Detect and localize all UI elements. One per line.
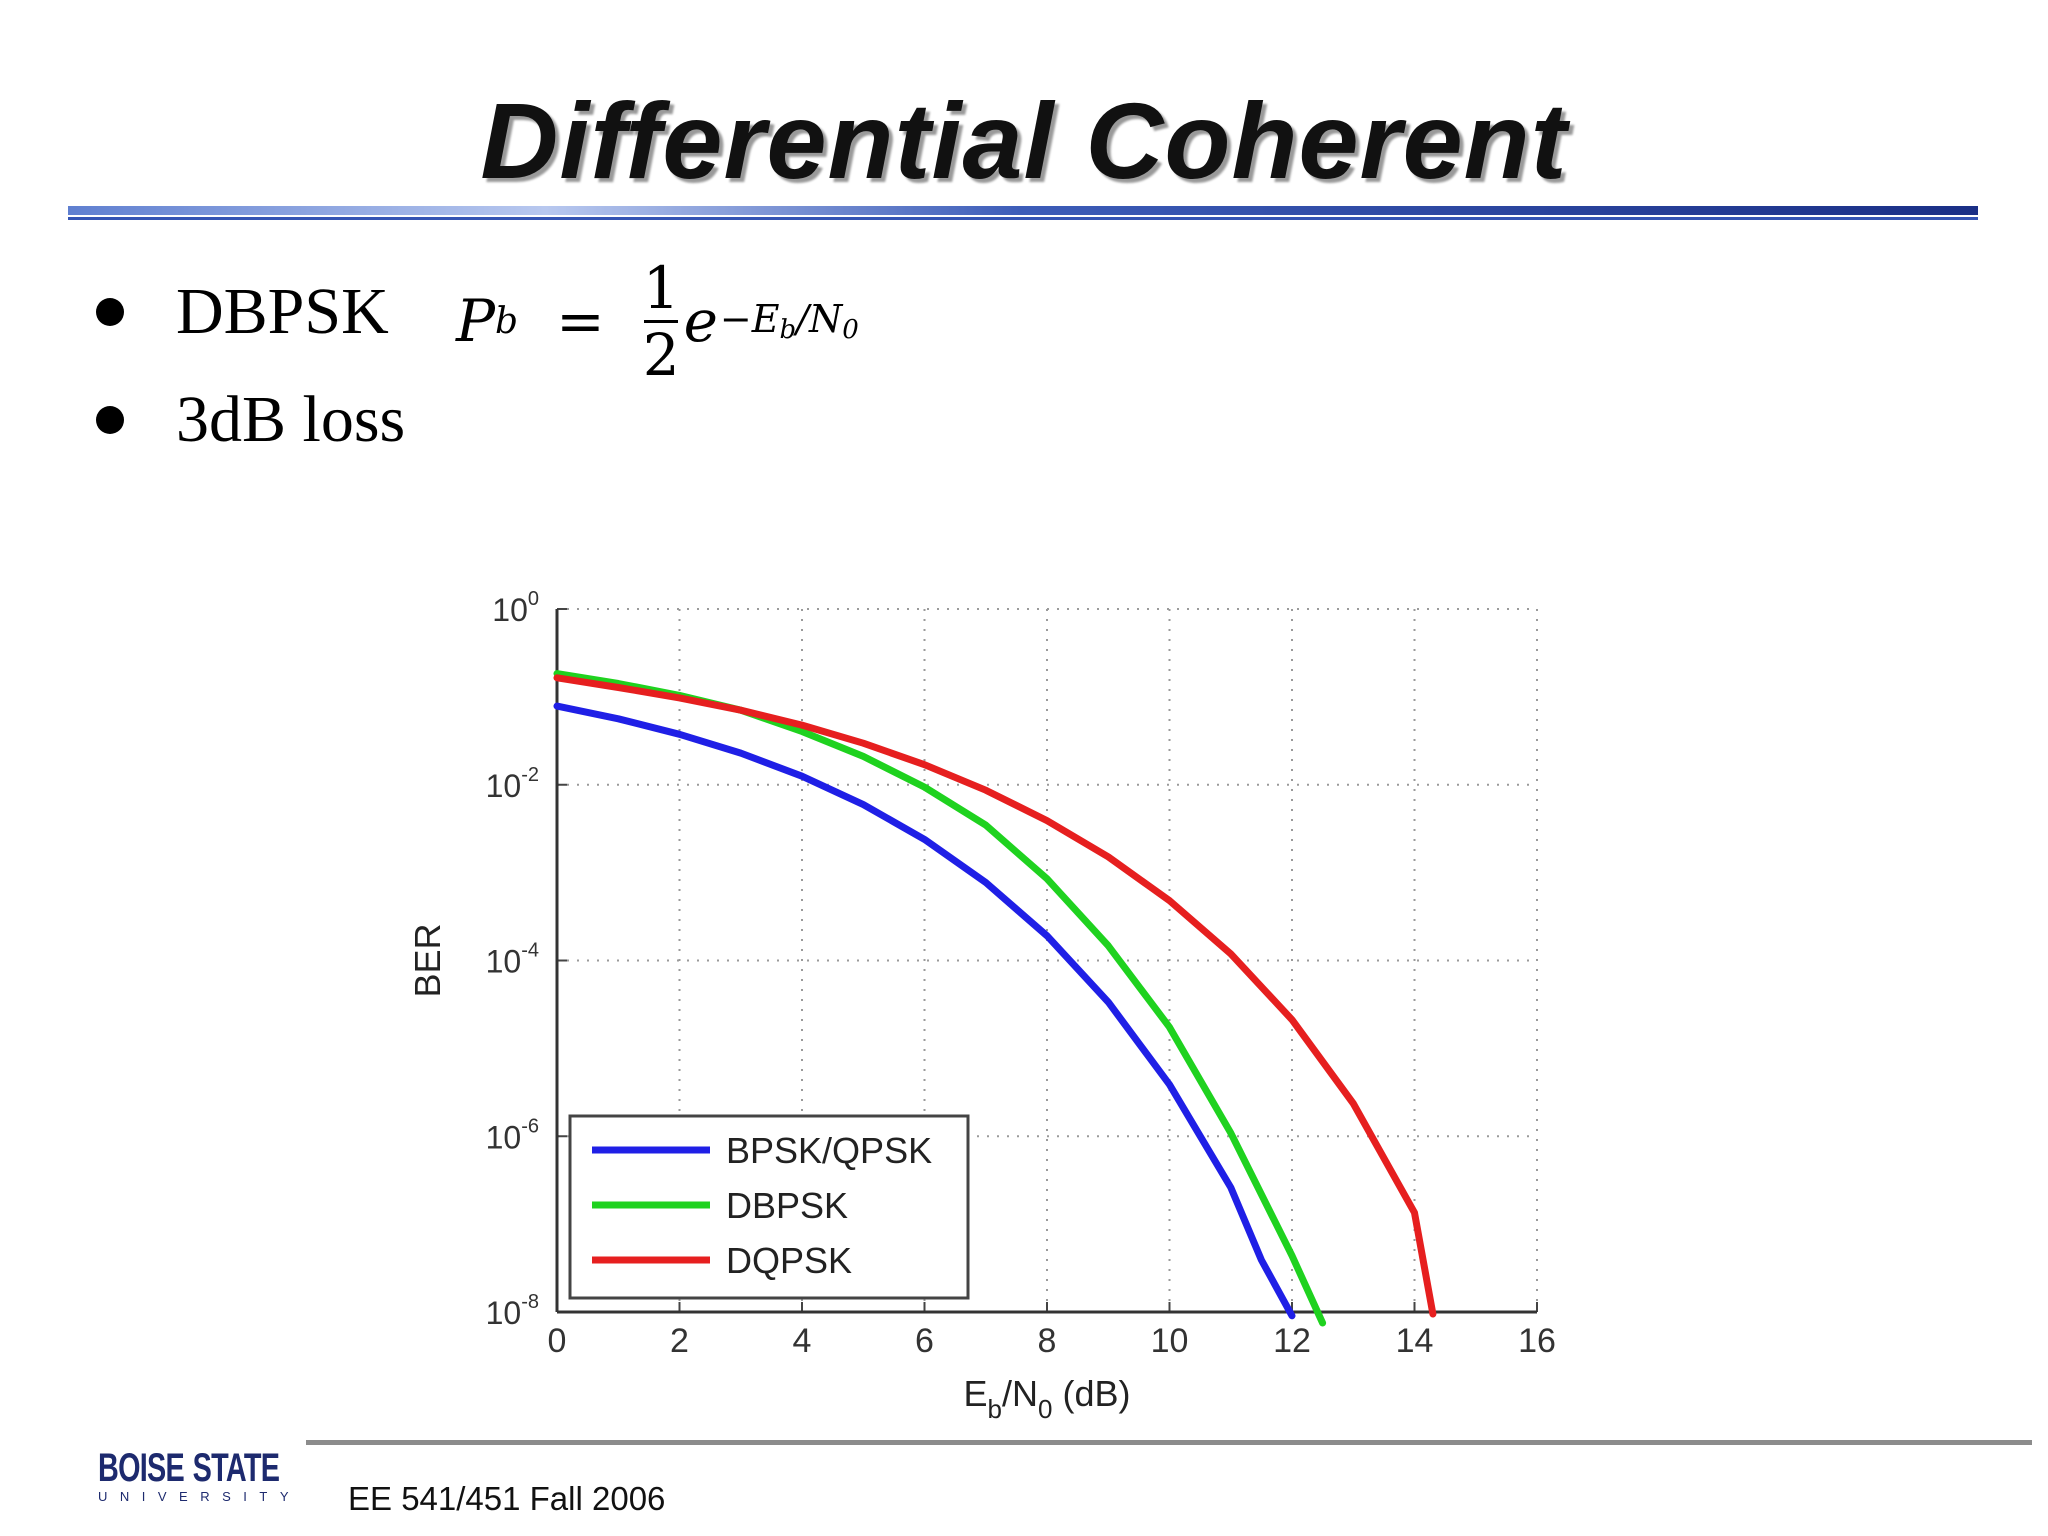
x-tick-label: 6 bbox=[915, 1322, 934, 1360]
formula-equals: = bbox=[556, 287, 605, 355]
series-line-bpsk-qpsk bbox=[553, 702, 1296, 1320]
x-tick-label: 0 bbox=[548, 1322, 567, 1360]
x-tick-label: 8 bbox=[1038, 1322, 1057, 1360]
x-tick-label: 12 bbox=[1273, 1322, 1311, 1360]
formula-fraction: 1 2 bbox=[643, 256, 680, 387]
bullet-dot bbox=[96, 298, 124, 326]
ber-chart: 0 2 4 6 8 10 12 14 16 100 10-2 10-4 10-6 10-8 BPSK/QP… bbox=[407, 588, 1556, 1424]
formula-base: e bbox=[683, 287, 718, 355]
logo-word-right: STATE bbox=[192, 1446, 280, 1490]
legend-label: DBPSK bbox=[726, 1185, 848, 1226]
fraction-bar bbox=[644, 319, 679, 323]
title-rule bbox=[68, 206, 1978, 220]
footer-rule bbox=[306, 1440, 2032, 1445]
formula-denominator: 2 bbox=[642, 320, 680, 389]
formula-lhs: P bbox=[456, 287, 496, 355]
boise-state-logo: BOISE STATE UNIVERSITY bbox=[98, 1446, 298, 1512]
bullet-text: DBPSK bbox=[176, 275, 389, 348]
formula-exponent: −Eb/N0 bbox=[719, 297, 859, 345]
legend-label: DQPSK bbox=[726, 1240, 852, 1281]
bullet-3db-loss: 3dB loss bbox=[96, 380, 405, 460]
formula-lhs-sub: b bbox=[495, 300, 519, 342]
y-tick-label: 10-2 bbox=[486, 764, 539, 804]
y-tick-label: 10-4 bbox=[486, 940, 539, 980]
x-tick-label: 2 bbox=[670, 1322, 689, 1360]
bullet-text: 3dB loss bbox=[176, 383, 406, 456]
y-tick-label: 10-8 bbox=[486, 1291, 539, 1331]
y-tick-label: 10-6 bbox=[486, 1115, 539, 1155]
series-line-dqpsk bbox=[553, 674, 1437, 1318]
x-tick-label: 16 bbox=[1518, 1322, 1556, 1360]
x-axis-label: Eb/N0 (dB) bbox=[964, 1373, 1131, 1424]
bullet-dbpsk: DBPSK bbox=[96, 272, 389, 352]
footer-course-label: EE 541/451 Fall 2006 bbox=[348, 1480, 666, 1517]
x-tick-label: 14 bbox=[1396, 1322, 1434, 1360]
formula-numerator: 1 bbox=[642, 253, 680, 322]
bullet-dot bbox=[96, 406, 124, 434]
x-tick-label: 10 bbox=[1151, 1322, 1189, 1360]
logo-university: UNIVERSITY bbox=[98, 1489, 302, 1504]
y-tick-label: 100 bbox=[492, 588, 539, 628]
x-tick-label: 4 bbox=[793, 1322, 812, 1360]
slide-title: Differential Coherent bbox=[480, 80, 1568, 201]
logo-word-left: BOISE bbox=[98, 1446, 185, 1490]
y-axis-label: BER bbox=[407, 923, 448, 997]
legend-label: BPSK/QPSK bbox=[726, 1130, 932, 1171]
